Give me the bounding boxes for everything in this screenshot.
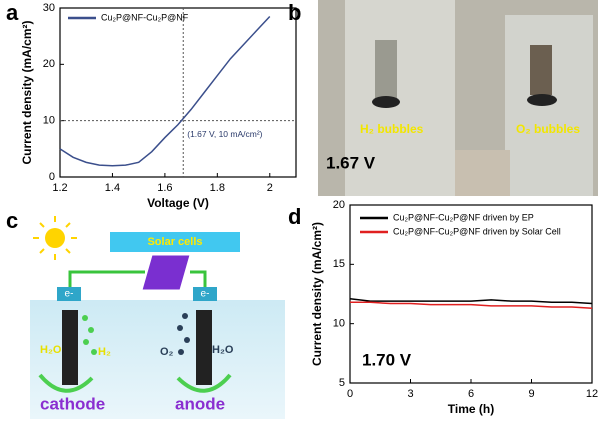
cathode-electrode bbox=[62, 310, 78, 385]
data-line bbox=[59, 15, 271, 167]
anode-electrode bbox=[196, 310, 212, 385]
beaker-right bbox=[505, 15, 593, 196]
cathode-label: cathode bbox=[40, 394, 105, 413]
y-tick-label: 20 bbox=[43, 58, 55, 70]
x-axis-title: Voltage (V) bbox=[147, 196, 209, 210]
sun bbox=[45, 228, 65, 248]
h2o-left: H₂O bbox=[40, 344, 62, 356]
bubbles-right bbox=[527, 94, 557, 106]
y-tick-label: 5 bbox=[339, 377, 345, 389]
panel-label: d bbox=[288, 204, 301, 229]
x-tick-label: 1.6 bbox=[157, 182, 172, 194]
y-axis-title: Current density (mA/cm²) bbox=[310, 222, 324, 366]
y-axis-title: Current density (mA/cm²) bbox=[20, 20, 34, 164]
solar-label: Solar cells bbox=[147, 236, 202, 248]
solar-label-box bbox=[110, 232, 240, 252]
y-tick-label: 30 bbox=[43, 2, 55, 14]
sun-rays bbox=[33, 216, 77, 260]
electron-box-right bbox=[193, 287, 217, 301]
x-tick-label: 3 bbox=[407, 388, 413, 400]
data-line bbox=[350, 301, 593, 309]
panel-label: c bbox=[6, 208, 18, 233]
legend-label: Cu₂P@NF-Cu₂P@NF bbox=[101, 12, 189, 22]
o2-bubbles bbox=[177, 313, 190, 355]
y-tick-label: 10 bbox=[43, 115, 55, 127]
annotation: 1.70 V bbox=[362, 350, 412, 369]
electron-box-left bbox=[57, 287, 81, 301]
panel-label: b bbox=[288, 0, 301, 25]
electron-left: e- bbox=[65, 289, 74, 300]
bubbles-left bbox=[372, 96, 400, 108]
anode-label: anode bbox=[175, 394, 225, 413]
bridge bbox=[455, 150, 510, 196]
legend-label: Cu₂P@NF-Cu₂P@NF driven by EP bbox=[393, 212, 534, 222]
h2o-right: H₂O bbox=[212, 344, 234, 356]
x-tick-label: 1.8 bbox=[210, 182, 225, 194]
legend-label: Cu₂P@NF-Cu₂P@NF driven by Solar Cell bbox=[393, 226, 561, 236]
beaker-left bbox=[345, 0, 455, 196]
electrode-left bbox=[375, 40, 397, 102]
y-tick-label: 20 bbox=[333, 199, 345, 211]
annotation: (1.67 V, 10 mA/cm²) bbox=[187, 129, 262, 139]
h2: H₂ bbox=[98, 346, 111, 358]
y-tick-label: 15 bbox=[333, 258, 345, 270]
plot-frame bbox=[59, 7, 297, 178]
x-tick-label: 0 bbox=[347, 388, 353, 400]
photo-panel: H₂ bubbles O₂ bubbles 1.67 V bbox=[318, 0, 598, 196]
h2-bubbles bbox=[82, 315, 97, 355]
o2-label: O₂ bubbles bbox=[516, 122, 580, 136]
x-tick-label: 9 bbox=[528, 388, 534, 400]
x-tick-label: 2 bbox=[267, 182, 273, 194]
x-axis-title: Time (h) bbox=[448, 402, 494, 416]
solar-panel bbox=[141, 254, 191, 291]
data-line bbox=[349, 298, 593, 305]
x-tick-label: 12 bbox=[586, 388, 598, 400]
voltage-label: 1.67 V bbox=[326, 153, 376, 172]
h2-label: H₂ bubbles bbox=[360, 122, 424, 136]
x-tick-label: 6 bbox=[468, 388, 474, 400]
electrode-right bbox=[530, 45, 552, 95]
panel-label: a bbox=[6, 0, 19, 25]
x-tick-label: 1.2 bbox=[52, 182, 67, 194]
x-tick-label: 1.4 bbox=[105, 182, 120, 194]
y-tick-label: 0 bbox=[49, 171, 55, 183]
diagram-panel: Solar cells e- e- H₂O H₂ O₂ H₂O cathode … bbox=[30, 216, 285, 419]
arrows bbox=[38, 373, 232, 393]
electron-right: e- bbox=[201, 289, 210, 300]
y-tick-label: 10 bbox=[333, 318, 345, 330]
o2: O₂ bbox=[160, 346, 174, 358]
